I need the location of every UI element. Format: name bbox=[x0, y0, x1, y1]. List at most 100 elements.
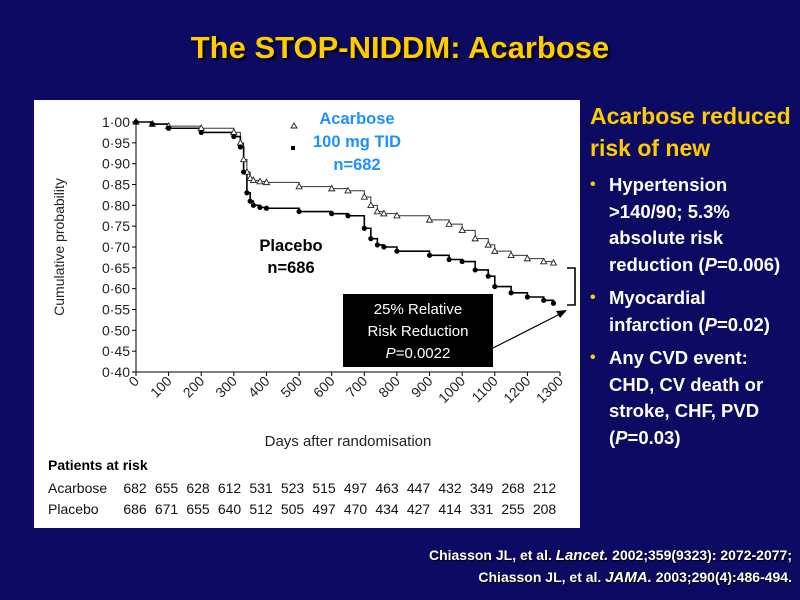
risk-table-cell: 682 bbox=[123, 480, 147, 496]
findings-panel: Acarbose reduced risk of new • Hypertensi… bbox=[590, 100, 795, 458]
placebo-point bbox=[361, 225, 367, 231]
risk-table-cell: 447 bbox=[407, 480, 431, 496]
risk-table-cell: 268 bbox=[501, 480, 525, 496]
rrr-annotation-line: 25% Relative bbox=[374, 301, 462, 318]
bullet-dot-icon: • bbox=[590, 349, 596, 366]
findings-bullet: • Myocardial infarction (P=0.02) bbox=[590, 287, 770, 335]
placebo-point bbox=[485, 273, 491, 279]
acarbose-point bbox=[507, 251, 515, 258]
placebo-point bbox=[257, 204, 263, 211]
risk-table-row-label: Placebo bbox=[48, 501, 99, 517]
placebo-point bbox=[472, 267, 478, 273]
y-tick-label: 0·85 bbox=[102, 177, 130, 193]
acarbose-point bbox=[484, 240, 493, 248]
legend-placebo-label: Placebo bbox=[259, 237, 322, 255]
y-tick-label: 0·50 bbox=[102, 322, 130, 338]
risk-table-cell: 463 bbox=[375, 480, 399, 496]
risk-table-cell: 531 bbox=[249, 480, 273, 496]
bullet-dot-icon: • bbox=[590, 176, 596, 193]
risk-table-cell: 512 bbox=[249, 501, 273, 517]
placebo-point bbox=[550, 300, 557, 306]
risk-table-cell: 349 bbox=[470, 480, 494, 496]
placebo-point bbox=[426, 252, 433, 258]
placebo-point bbox=[329, 211, 335, 217]
acarbose-point bbox=[491, 247, 499, 254]
risk-table-cell: 255 bbox=[501, 501, 525, 517]
placebo-point bbox=[492, 283, 498, 290]
x-axis-label: Days after randomisation bbox=[265, 433, 432, 450]
risk-table-row-label: Acarbose bbox=[48, 480, 107, 496]
x-tick-label: 800 bbox=[375, 373, 403, 401]
risk-table-cell: 497 bbox=[312, 501, 336, 517]
x-tick-label: 200 bbox=[180, 373, 208, 401]
rrr-annotation-line: Risk Reduction bbox=[368, 323, 469, 340]
legend-placebo-label: n=686 bbox=[267, 259, 314, 277]
y-tick-label: 0·80 bbox=[102, 197, 130, 213]
x-tick-label: 400 bbox=[245, 373, 273, 401]
acarbose-point bbox=[239, 155, 248, 163]
x-tick-label: 0 bbox=[125, 373, 142, 390]
risk-table-cell: 470 bbox=[344, 501, 368, 517]
placebo-point bbox=[149, 121, 155, 127]
risk-table-cell: 640 bbox=[218, 501, 242, 517]
difference-bracket bbox=[567, 267, 576, 306]
bullet-dot-icon: • bbox=[590, 289, 596, 306]
acarbose-point bbox=[393, 211, 401, 219]
acarbose-point bbox=[373, 207, 382, 215]
citation-1: Chiasson JL, et al. Lancet. 2002;359(932… bbox=[429, 547, 792, 564]
acarbose-point bbox=[327, 184, 336, 192]
risk-table-cell: 414 bbox=[438, 501, 462, 517]
y-tick-label: 0·55 bbox=[102, 302, 130, 318]
risk-table-cell: 686 bbox=[123, 501, 147, 517]
risk-table-cell: 434 bbox=[375, 501, 399, 517]
citation-details: 2002;359(9323): 2072-2077; bbox=[608, 547, 792, 563]
risk-table-cell: 655 bbox=[155, 480, 179, 496]
placebo-point bbox=[247, 198, 253, 204]
x-tick-label: 700 bbox=[343, 373, 371, 401]
risk-table-cell: 432 bbox=[438, 480, 462, 496]
risk-table-cell: 208 bbox=[533, 501, 557, 517]
risk-table-header: Patients at risk bbox=[48, 457, 148, 473]
legend-placebo-marker bbox=[291, 146, 295, 150]
y-tick-label: 1·00 bbox=[102, 114, 130, 130]
placebo-point bbox=[345, 213, 351, 219]
y-tick-label: 0·40 bbox=[102, 364, 130, 380]
acarbose-point bbox=[246, 174, 254, 181]
placebo-point bbox=[381, 244, 387, 250]
acarbose-point bbox=[380, 209, 388, 217]
rrr-arrow-line bbox=[492, 312, 563, 349]
placebo-point bbox=[459, 258, 465, 265]
y-axis-label: Cumulative probability bbox=[51, 178, 67, 316]
acarbose-point bbox=[295, 182, 303, 190]
citation-authors: Chiasson JL, et al. bbox=[428, 547, 556, 563]
y-tick-label: 0·65 bbox=[102, 260, 130, 276]
survival-chart-panel: 1·00 0·95 0·90 0·85 0·80 0·75 0·70 0·65 0·60 0·55… bbox=[34, 100, 580, 528]
rrr-annotation-box bbox=[343, 294, 493, 367]
placebo-point bbox=[394, 248, 400, 254]
x-tick-label: 1200 bbox=[500, 373, 533, 406]
rrr-arrow-head-icon bbox=[556, 310, 567, 318]
legend-acarbose-marker bbox=[290, 122, 298, 129]
findings-bullet: • Any CVD event: CHD, CV death or stroke,… bbox=[590, 347, 764, 448]
risk-table-cell: 505 bbox=[281, 501, 305, 517]
placebo-point bbox=[446, 256, 452, 263]
acarbose-point bbox=[360, 192, 369, 200]
findings-bullet: • Hypertension >140/90; 5.3% absolute ris… bbox=[590, 174, 781, 275]
acarbose-point bbox=[367, 201, 375, 208]
slide-title: The STOP-NIDDM: Acarbose bbox=[190, 30, 610, 65]
placebo-point bbox=[524, 294, 530, 300]
acarbose-point bbox=[236, 138, 245, 146]
y-tick-label: 0·45 bbox=[102, 343, 130, 359]
acarbose-point bbox=[262, 178, 271, 186]
placebo-point bbox=[508, 290, 514, 296]
x-tick-label: 300 bbox=[212, 373, 240, 401]
placebo-point bbox=[231, 133, 237, 140]
x-tick-label: 500 bbox=[277, 373, 305, 401]
placebo-point bbox=[166, 125, 172, 131]
rrr-annotation-pvalue: P=0.0022 bbox=[386, 345, 451, 362]
risk-table-cell: 612 bbox=[218, 480, 242, 496]
acarbose-point bbox=[445, 219, 453, 227]
acarbose-point bbox=[458, 226, 466, 233]
acarbose-point bbox=[425, 215, 434, 223]
placebo-point bbox=[368, 236, 374, 242]
